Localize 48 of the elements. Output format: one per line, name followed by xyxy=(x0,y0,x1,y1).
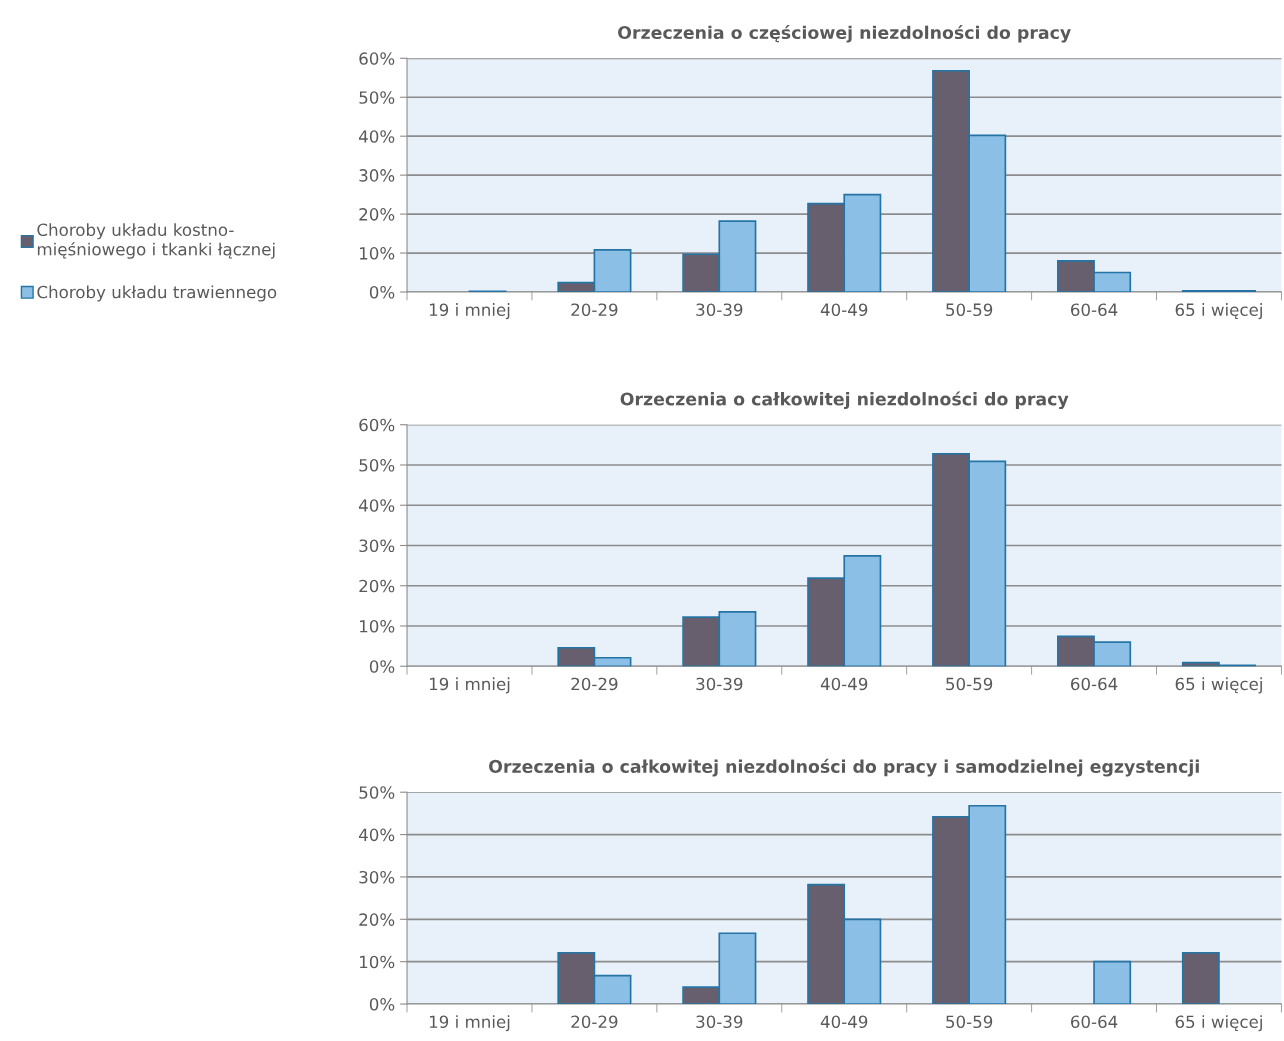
y-tick-label: 60% xyxy=(359,52,395,65)
x-tick-label: 50-59 xyxy=(946,677,993,691)
y-tick-label: 30% xyxy=(359,169,395,182)
x-tick-label: 50-59 xyxy=(946,1015,993,1029)
bar xyxy=(1181,951,1220,1005)
y-tick-label: 0% xyxy=(369,998,395,1011)
x-tick-label: 40-49 xyxy=(820,677,868,691)
x-tick-label: 19 i mniej xyxy=(429,303,510,320)
chart-title: Orzeczenia o całkowitej niezdolności do pracy i samodzielnej egzystencji xyxy=(489,758,1199,777)
x-tick-label: 60-64 xyxy=(1071,1015,1118,1029)
y-tick-label: 60% xyxy=(359,418,395,432)
x-tick-label: 60-64 xyxy=(1071,303,1118,317)
x-tick-label: 50-59 xyxy=(946,303,993,317)
y-tick-label: 20% xyxy=(359,913,395,926)
x-tick-label: 30-39 xyxy=(696,677,743,691)
y-tick-label: 30% xyxy=(359,870,395,884)
y-tick-label: 10% xyxy=(360,619,395,633)
legend-label: Choroby układu trawiennego xyxy=(37,285,277,302)
x-tick-label: 65 i więcej xyxy=(1175,303,1262,320)
x-tick-label: 20-29 xyxy=(571,677,618,691)
y-tick-label: 40% xyxy=(358,499,395,512)
chart-title: Orzeczenia o częściowej niezdolności do pracy xyxy=(618,24,1071,43)
x-tick-label: 20-29 xyxy=(571,303,618,317)
y-tick-label: 0% xyxy=(369,285,395,299)
y-tick-label: 50% xyxy=(359,786,395,799)
bar xyxy=(1093,960,1132,1005)
x-tick-label: 40-49 xyxy=(820,1015,868,1029)
y-tick-label: 50% xyxy=(359,458,395,472)
y-tick-label: 20% xyxy=(359,579,395,593)
x-tick-label: 65 i więcej xyxy=(1175,1015,1262,1032)
x-tick-label: 30-39 xyxy=(696,1015,743,1029)
x-tick-label: 65 i więcej xyxy=(1175,677,1262,694)
y-tick-label: 50% xyxy=(359,91,395,104)
y-tick-label: 40% xyxy=(358,130,395,143)
x-tick-label: 40-49 xyxy=(820,303,868,317)
y-tick-label: 10% xyxy=(360,955,395,969)
x-tick-label: 19 i mniej xyxy=(429,1015,510,1032)
y-tick-label: 10% xyxy=(360,247,395,260)
y-tick-label: 30% xyxy=(359,539,395,553)
x-tick-label: 30-39 xyxy=(696,303,743,317)
chart-title: Orzeczenia o całkowitej niezdolności do pracy xyxy=(620,391,1069,410)
y-tick-label: 0% xyxy=(369,660,395,673)
y-tick-label: 40% xyxy=(358,828,395,842)
x-tick-label: 20-29 xyxy=(571,1015,618,1029)
legend-label: Choroby układu kostno- mięśniowego i tkanki łącznej xyxy=(37,223,275,259)
x-tick-label: 19 i mniej xyxy=(429,677,510,694)
x-tick-label: 60-64 xyxy=(1071,677,1118,691)
y-tick-label: 20% xyxy=(359,208,395,221)
